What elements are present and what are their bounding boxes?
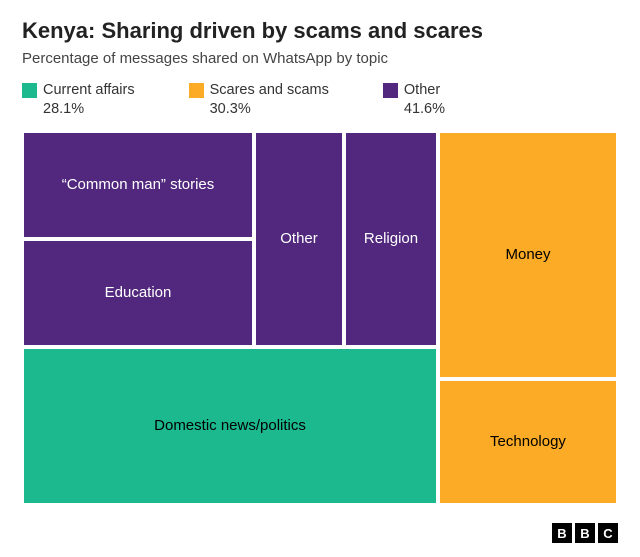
legend-label: Current affairs: [43, 81, 135, 101]
bbc-logo: B B C: [552, 523, 618, 543]
treemap-cell: Religion: [344, 131, 438, 347]
legend-swatch: [22, 83, 37, 98]
treemap-cell: Domestic news/politics: [22, 347, 438, 505]
legend-swatch: [383, 83, 398, 98]
treemap-cell: “Common man” stories: [22, 131, 254, 239]
chart-title: Kenya: Sharing driven by scams and scare…: [22, 18, 618, 44]
legend-pct: 30.3%: [210, 101, 329, 117]
legend-pct: 41.6%: [404, 101, 445, 117]
treemap-cell: Other: [254, 131, 344, 347]
bbc-logo-letter: C: [598, 523, 618, 543]
treemap-cell: Technology: [438, 379, 618, 505]
legend-item: Scares and scams 30.3%: [189, 81, 329, 117]
bbc-logo-letter: B: [552, 523, 572, 543]
legend-item: Other 41.6%: [383, 81, 445, 117]
legend: Current affairs 28.1% Scares and scams 3…: [22, 81, 618, 117]
chart-subtitle: Percentage of messages shared on WhatsAp…: [22, 50, 618, 67]
treemap: “Common man” storiesEducationOtherReligi…: [22, 131, 618, 505]
legend-pct: 28.1%: [43, 101, 135, 117]
treemap-cell: Money: [438, 131, 618, 379]
treemap-cell: Education: [22, 239, 254, 347]
legend-item: Current affairs 28.1%: [22, 81, 135, 117]
legend-label: Scares and scams: [210, 81, 329, 101]
legend-label: Other: [404, 81, 445, 101]
bbc-logo-letter: B: [575, 523, 595, 543]
legend-swatch: [189, 83, 204, 98]
